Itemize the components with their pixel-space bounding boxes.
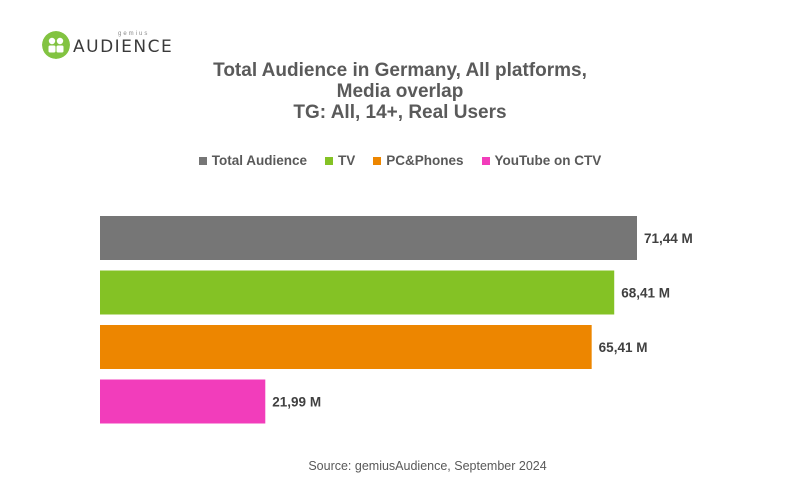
bar-youtube-on-ctv bbox=[100, 379, 266, 424]
logo-brand-small: gemius bbox=[118, 31, 150, 37]
data-label-total-audience: 71,44 M bbox=[644, 231, 693, 246]
bar-pc-phones bbox=[100, 325, 592, 369]
bar-total-audience bbox=[100, 216, 637, 260]
chart-title-line-3: TG: All, 14+, Real Users bbox=[293, 102, 507, 123]
legend-item-pc-phones: PC&Phones bbox=[373, 153, 464, 168]
bar-tv bbox=[100, 270, 615, 315]
legend-swatch bbox=[325, 156, 333, 165]
logo-brand-word: AUDIENCE bbox=[73, 37, 174, 57]
legend-item-total-audience: Total Audience bbox=[198, 153, 307, 168]
legend-label: TV bbox=[338, 153, 356, 168]
legend-swatch bbox=[373, 156, 382, 165]
source-note: Source: gemiusAudience, September 2024 bbox=[308, 459, 547, 473]
chart-legend: Total Audience TV PC&Phones YouTube on C… bbox=[0, 153, 800, 168]
gemius-audience-logo: gemius AUDIENCE bbox=[40, 30, 174, 64]
legend-label: PC&Phones bbox=[386, 153, 464, 168]
logo-people-icon bbox=[42, 31, 70, 59]
legend-item-youtube-ctv: YouTube on CTV bbox=[481, 153, 602, 168]
legend-item-tv: TV bbox=[325, 153, 355, 168]
chart-title-line-2: Media overlap bbox=[336, 81, 464, 102]
data-label-youtube-on-ctv: 21,99 M bbox=[272, 395, 321, 410]
chart-title-line-1: Total Audience in Germany, All platforms… bbox=[213, 60, 587, 81]
data-label-pc-phones: 65,41 M bbox=[599, 340, 648, 355]
legend-swatch bbox=[481, 156, 490, 165]
legend-label: YouTube on CTV bbox=[494, 153, 602, 168]
legend-label: Total Audience bbox=[211, 153, 307, 168]
legend-swatch bbox=[198, 156, 207, 165]
data-label-tv: 68,41 M bbox=[621, 286, 670, 301]
chart-title: Total Audience in Germany, All platforms… bbox=[0, 60, 800, 123]
